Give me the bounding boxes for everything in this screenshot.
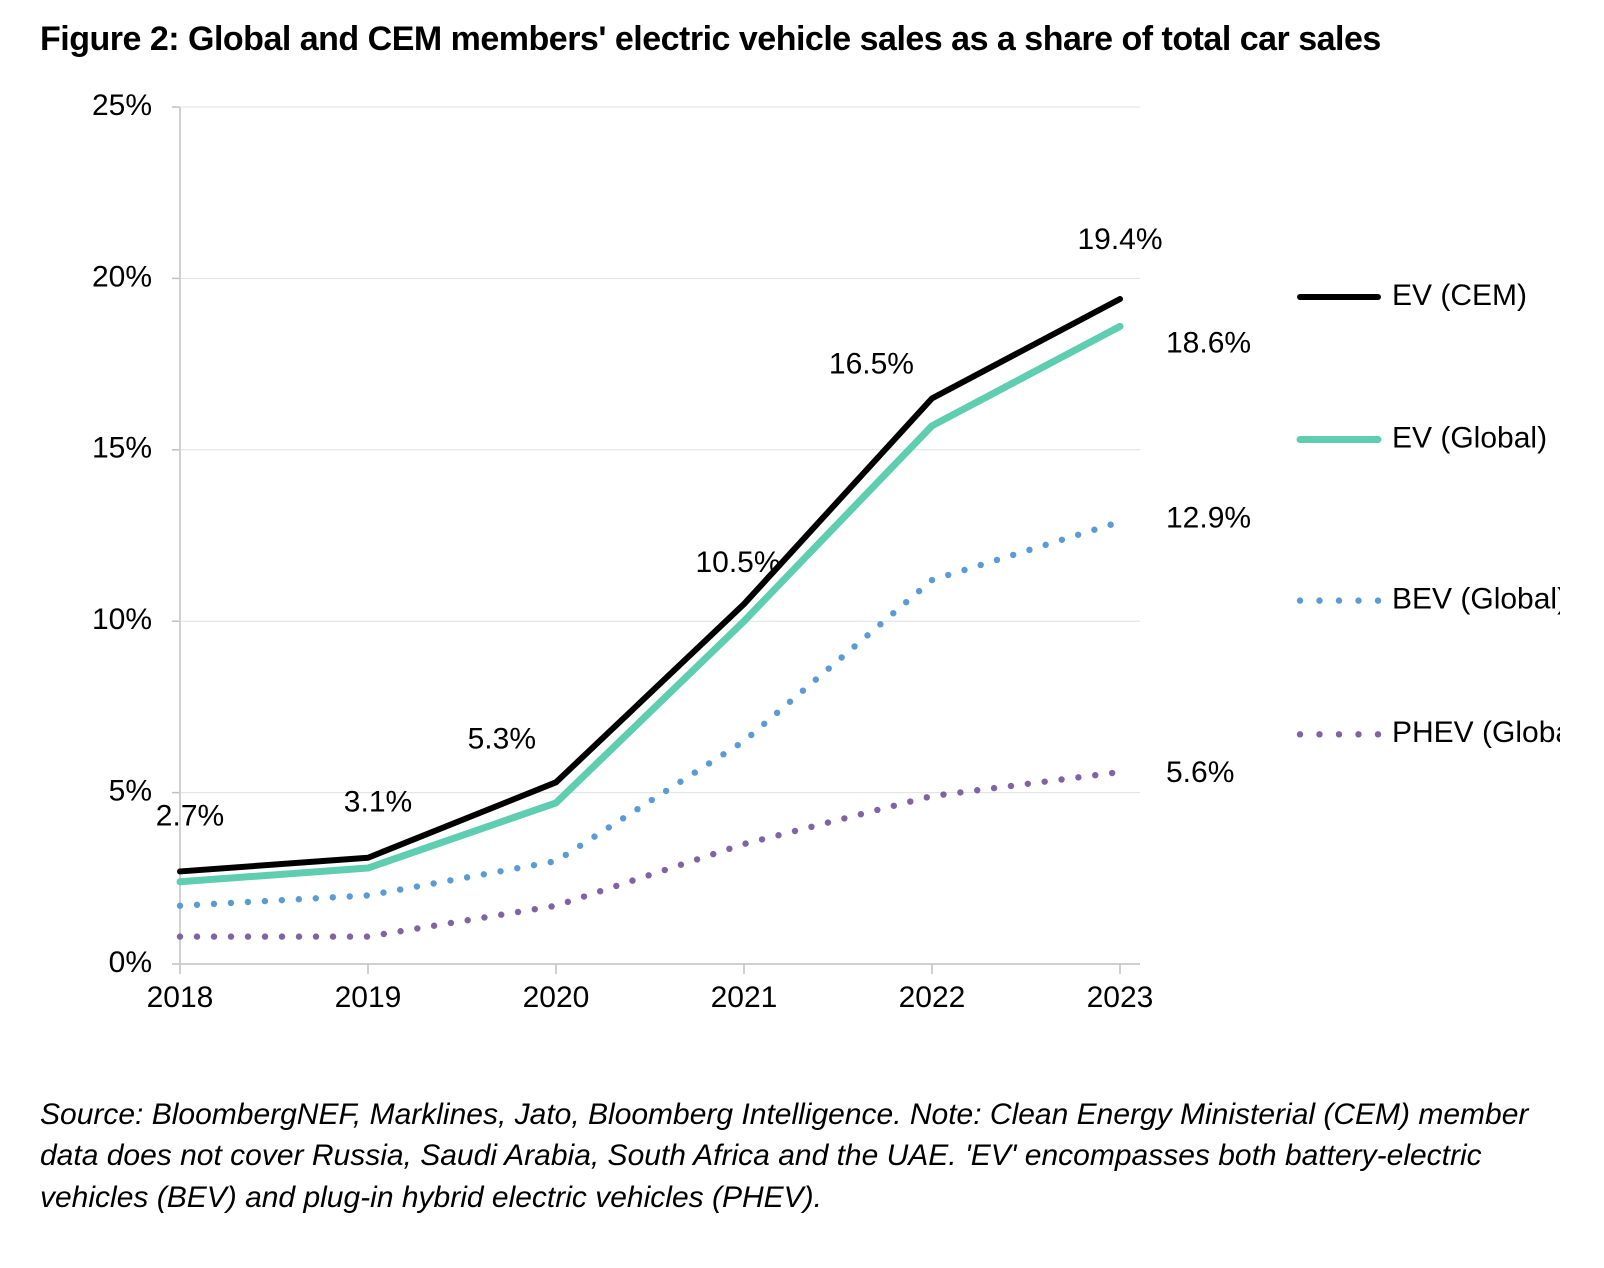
x-tick-label: 2023 <box>1087 981 1154 1014</box>
y-tick-label: 20% <box>92 260 152 293</box>
x-tick-label: 2021 <box>711 981 778 1014</box>
series-end-label: 12.9% <box>1166 502 1251 535</box>
series-end-label: 5.6% <box>1166 756 1234 789</box>
point-label: 19.4% <box>1077 223 1162 256</box>
y-tick-label: 15% <box>92 432 152 465</box>
x-tick-label: 2019 <box>335 981 402 1014</box>
point-label: 10.5% <box>695 546 780 579</box>
point-label: 3.1% <box>344 786 412 819</box>
y-tick-label: 10% <box>92 603 152 636</box>
legend-label: EV (CEM) <box>1392 279 1527 312</box>
legend-swatch <box>1355 597 1361 603</box>
series-end-label: 18.6% <box>1166 326 1251 359</box>
x-tick-label: 2018 <box>147 981 214 1014</box>
y-tick-label: 5% <box>109 775 152 808</box>
point-label: 2.7% <box>156 799 224 832</box>
chart-area: 0% 5% 10% 15% 20% 25% 2018 2019 2020 2021 2022 2023… <box>40 69 1564 1069</box>
legend-label: EV (Global) <box>1392 421 1547 454</box>
legend-label: PHEV (Global) <box>1392 716 1560 749</box>
y-tick-label: 25% <box>92 89 152 122</box>
figure-container: Figure 2: Global and CEM members' electr… <box>0 0 1604 1268</box>
y-tick-label: 0% <box>109 946 152 979</box>
series-dots <box>177 770 1116 940</box>
point-label: 16.5% <box>829 347 914 380</box>
legend-swatch <box>1336 597 1342 603</box>
legend-swatch <box>1297 597 1303 603</box>
x-tick-label: 2020 <box>523 981 590 1014</box>
legend-swatch <box>1336 731 1342 737</box>
legend-swatch <box>1297 731 1303 737</box>
series-line <box>180 299 1120 871</box>
legend-swatch <box>1375 597 1381 603</box>
legend-swatch <box>1375 731 1381 737</box>
legend-swatch <box>1316 731 1322 737</box>
figure-title: Figure 2: Global and CEM members' electr… <box>40 20 1564 59</box>
x-tick-label: 2022 <box>899 981 966 1014</box>
legend-label: BEV (Global) <box>1392 583 1560 616</box>
figure-caption: Source: BloombergNEF, Marklines, Jato, B… <box>40 1094 1560 1218</box>
legend-swatch <box>1355 731 1361 737</box>
point-label: 5.3% <box>468 722 536 755</box>
line-chart: 0% 5% 10% 15% 20% 25% 2018 2019 2020 2021 2022 2023… <box>40 69 1560 1069</box>
legend-swatch <box>1316 597 1322 603</box>
